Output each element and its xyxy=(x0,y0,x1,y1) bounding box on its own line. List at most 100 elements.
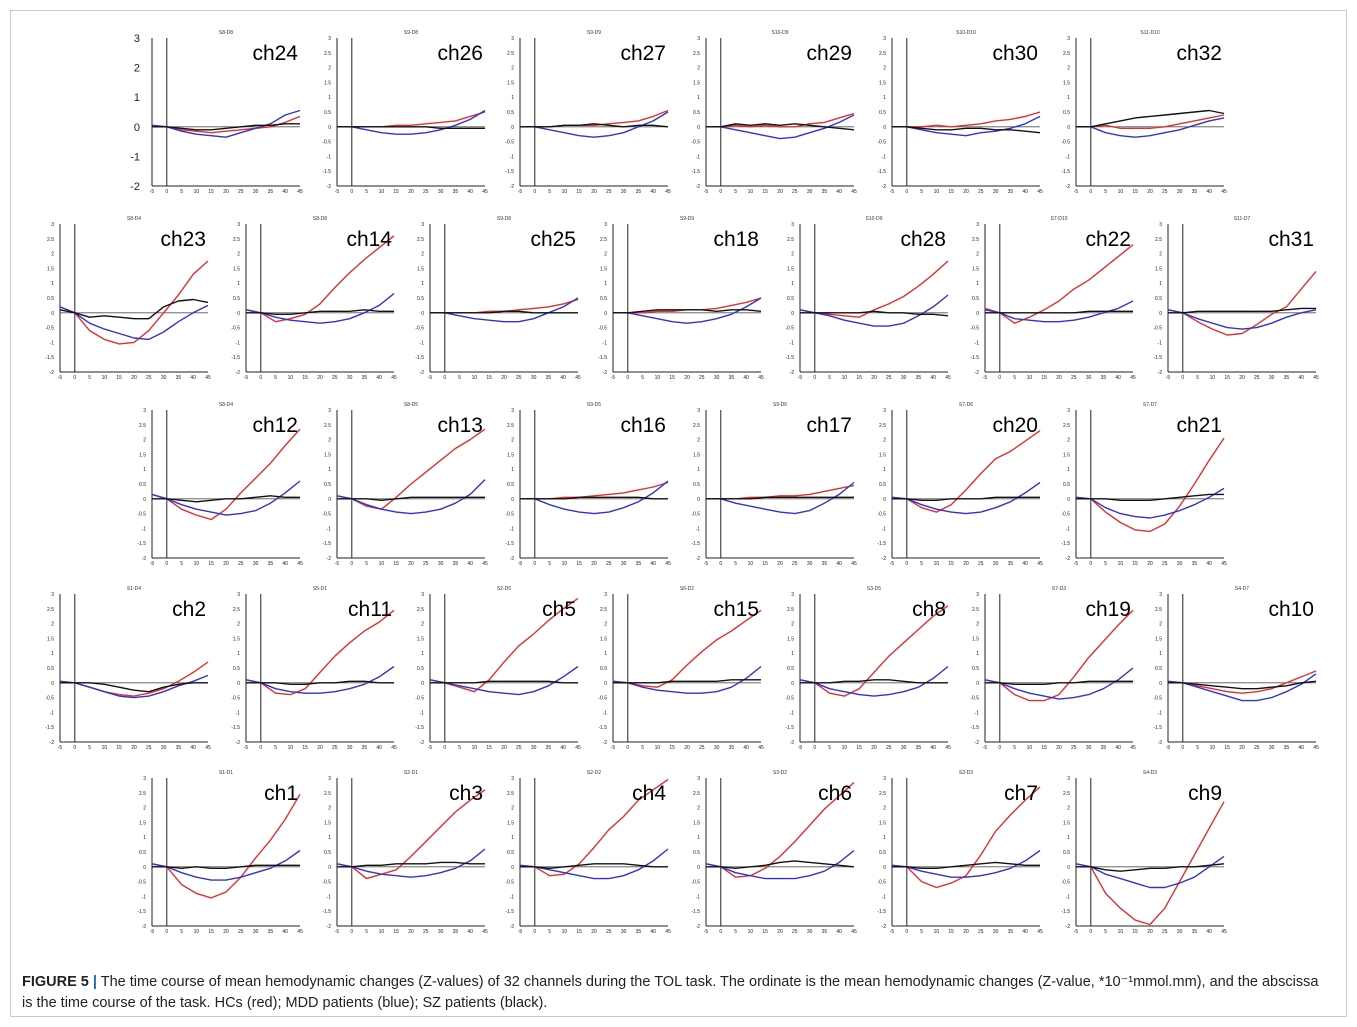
x-tick-label: 15 xyxy=(576,561,582,567)
x-tick-label: 30 xyxy=(1086,745,1092,751)
x-tick-label: 45 xyxy=(1037,561,1043,567)
y-tick-label: 1.5 xyxy=(507,452,514,458)
x-tick-label: 40 xyxy=(650,561,656,567)
y-tick-label: 1.5 xyxy=(1063,80,1070,86)
x-tick-label: 5 xyxy=(365,929,368,935)
x-tick-label: 5 xyxy=(365,561,368,567)
x-tick-label: 5 xyxy=(548,929,551,935)
x-tick-label: 40 xyxy=(467,189,473,195)
x-tick-label: 45 xyxy=(945,745,951,751)
y-tick-label: 2.5 xyxy=(324,791,331,797)
y-tick-label: -1.5 xyxy=(1153,355,1162,361)
y-tick-label: 3 xyxy=(1067,408,1070,414)
x-tick-label: 10 xyxy=(102,375,108,381)
x-tick-label: 0 xyxy=(719,929,722,935)
x-tick-label: 25 xyxy=(516,375,522,381)
probe-label: S10-D10 xyxy=(956,30,976,36)
x-tick-label: 30 xyxy=(1177,561,1183,567)
y-tick-label: -1 xyxy=(420,710,425,716)
mdd-line xyxy=(1075,855,1225,889)
y-tick-label: 1.5 xyxy=(879,80,886,86)
y-tick-label: -2 xyxy=(236,740,241,746)
panel-ch32: S11-D10 3 2.5 2 1.5 1 0.5 0 -0.5 -1 -1.5 -2-5 0 5 10 15… xyxy=(1061,30,1227,195)
x-tick-label: 30 xyxy=(1177,189,1183,195)
y-tick-label: 0.5 xyxy=(417,296,424,302)
x-tick-label: -5 xyxy=(518,929,523,935)
sz-line xyxy=(337,496,485,501)
sz-line xyxy=(246,309,394,315)
probe-label: S7-D7 xyxy=(1143,402,1157,408)
panel-ch13: S8-D5 3 2.5 2 1.5 1 0.5 0 -0.5 -1 -1.5 -2-5 0 5 10 15 20… xyxy=(322,402,488,567)
y-tick-label: 2.5 xyxy=(139,423,146,429)
x-tick-label: 20 xyxy=(963,929,969,935)
caption-figure-label: FIGURE 5 xyxy=(22,974,89,990)
y-tick-label: 2 xyxy=(134,63,140,75)
y-tick-label: 2 xyxy=(976,622,979,628)
x-tick-label: 45 xyxy=(297,189,303,195)
y-tick-label: -2 xyxy=(882,556,887,562)
y-tick-label: -0.5 xyxy=(231,696,240,702)
x-tick-label: 25 xyxy=(792,561,798,567)
x-tick-label: 30 xyxy=(621,929,627,935)
y-tick-label: 2 xyxy=(883,806,886,812)
y-tick-label: -2 xyxy=(327,184,332,190)
y-tick-label: -0.5 xyxy=(877,880,886,886)
hc-line xyxy=(59,661,209,697)
x-tick-label: 35 xyxy=(268,189,274,195)
y-tick-label: 1 xyxy=(1067,835,1070,841)
mdd-line xyxy=(799,665,949,697)
y-tick-label: -1 xyxy=(882,526,887,532)
y-tick-label: 2 xyxy=(421,252,424,258)
x-tick-label: 35 xyxy=(729,745,735,751)
x-tick-label: -5 xyxy=(335,189,340,195)
y-tick-label: -0.5 xyxy=(598,326,607,332)
x-tick-label: 45 xyxy=(665,929,671,935)
panel-ch11: S5-D1 3 2.5 2 1.5 1 0.5 0 -0.5 -1 -1.5 -2-5 0 5 10 15 20… xyxy=(231,586,397,751)
y-tick-label: -2 xyxy=(510,924,515,930)
y-tick-label: 3 xyxy=(51,592,54,598)
y-tick-label: 2.5 xyxy=(693,791,700,797)
x-tick-label: 0 xyxy=(1181,745,1184,751)
mdd-line xyxy=(706,481,855,515)
x-tick-label: 40 xyxy=(282,189,288,195)
x-tick-label: 40 xyxy=(1115,375,1121,381)
y-tick-label: -1 xyxy=(130,151,140,163)
x-tick-label: 5 xyxy=(734,189,737,195)
x-tick-label: 40 xyxy=(467,561,473,567)
x-tick-label: 30 xyxy=(993,929,999,935)
x-tick-label: 15 xyxy=(393,189,399,195)
probe-label: S4-D7 xyxy=(1235,586,1249,592)
probe-label: S8-D8 xyxy=(313,216,327,222)
x-tick-label: 30 xyxy=(901,745,907,751)
x-tick-label: 0 xyxy=(1089,189,1092,195)
x-tick-label: 35 xyxy=(1008,929,1014,935)
y-tick-label: -0.5 xyxy=(1061,140,1070,146)
x-tick-label: 0 xyxy=(533,929,536,935)
y-tick-label: 0 xyxy=(604,681,607,687)
x-tick-label: 15 xyxy=(762,189,768,195)
x-tick-label: 45 xyxy=(1037,189,1043,195)
x-tick-label: 0 xyxy=(443,375,446,381)
panel-ch29: S10-D9 3 2.5 2 1.5 1 0.5 0 -0.5 -1 -1.5 -2-5 0 5 10 15 2… xyxy=(691,30,857,195)
x-tick-label: 15 xyxy=(669,375,675,381)
y-tick-label: 0 xyxy=(511,865,514,871)
probe-label: S2-D1 xyxy=(404,770,418,776)
y-tick-label: -1 xyxy=(1066,894,1071,900)
y-tick-label: 2 xyxy=(1159,622,1162,628)
x-tick-label: -5 xyxy=(890,189,895,195)
y-tick-label: -2 xyxy=(882,924,887,930)
x-tick-label: 15 xyxy=(856,745,862,751)
x-tick-label: 25 xyxy=(886,745,892,751)
x-tick-label: 45 xyxy=(1037,929,1043,935)
y-tick-label: 1 xyxy=(328,95,331,101)
x-tick-label: 40 xyxy=(836,189,842,195)
x-tick-label: 0 xyxy=(259,745,262,751)
y-tick-label: -1 xyxy=(142,526,147,532)
y-tick-label: 0.5 xyxy=(1063,110,1070,116)
x-tick-label: 35 xyxy=(1008,189,1014,195)
y-tick-label: -2 xyxy=(975,740,980,746)
x-tick-label: -5 xyxy=(335,929,340,935)
x-tick-label: 15 xyxy=(948,561,954,567)
x-tick-label: 15 xyxy=(393,929,399,935)
hc-line xyxy=(1075,437,1225,533)
